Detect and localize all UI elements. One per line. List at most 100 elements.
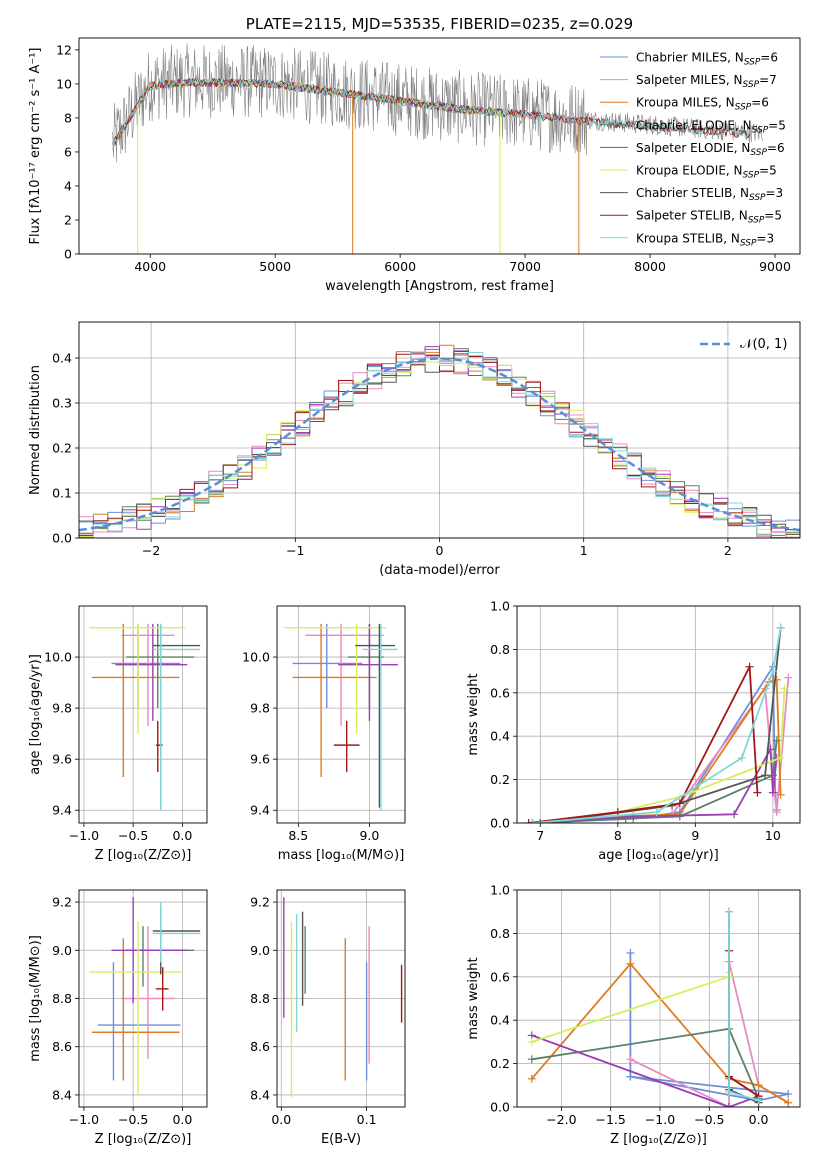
y-tick-label: 9.2 <box>250 895 270 910</box>
plot-area <box>524 623 793 823</box>
y-tick-label: 8.4 <box>250 1087 270 1102</box>
y-tick-label: 0.8 <box>490 642 510 657</box>
y-tick-label: 0.0 <box>52 531 72 546</box>
residuals-panel: −2 −1 0 1 2 0.0 0.1 0.2 0.3 0.4 (data-model)/error… <box>28 321 801 578</box>
x-tick-label: 7 <box>536 828 544 843</box>
x-tick-label: 7000 <box>509 259 541 274</box>
y-axis-label: Flux [fλ10⁻¹⁷ erg cm⁻² s⁻¹ A⁻¹] <box>28 48 43 245</box>
y-tick-label: 0.3 <box>52 396 72 411</box>
x-tick-label: 8 <box>614 828 622 843</box>
x-tick-label: 8000 <box>634 259 666 274</box>
axes-frame <box>276 605 406 824</box>
y-tick-label: 0.6 <box>490 685 510 700</box>
axes-frame <box>516 889 801 1108</box>
y-tick-label: 0.2 <box>490 1056 510 1071</box>
x-tick-label: −1 <box>286 543 304 558</box>
legend-label: Chabrier MILES, NSSP=6 <box>636 51 778 68</box>
y-tick-label: 4 <box>64 178 72 193</box>
x-tick-label: −0.5 <box>694 1112 724 1127</box>
x-axis-label: (data-model)/error <box>379 563 500 578</box>
series-line <box>540 627 782 823</box>
y-axis-label: Normed distribution <box>28 365 43 495</box>
gaussian-reference-line <box>79 357 800 532</box>
age_vs_Z-panel: −1.0 −0.5 0.0 9.4 9.6 9.8 10.0 Z [log₁₀(Z/Z⊙)] a… <box>28 605 208 863</box>
mass_vs_Z-panel: −1.0 −0.5 0.0 8.4 8.6 8.8 9.0 9.2 Z [log₁₀(Z/Z⊙)… <box>28 889 208 1147</box>
x-tick-label: 0.0 <box>271 1112 291 1127</box>
legend-label: Kroupa ELODIE, NSSP=5 <box>636 164 777 181</box>
y-tick-label: 0.1 <box>52 486 72 501</box>
histogram-step <box>79 351 800 538</box>
y-tick-label: 1.0 <box>490 883 510 898</box>
x-tick-label: 4000 <box>134 259 166 274</box>
model-spectrum-line <box>112 77 751 149</box>
x-tick-label: −2.0 <box>546 1112 576 1127</box>
x-axis-label: mass [log₁₀(M/M⊙)] <box>278 848 405 863</box>
x-tick-label: 0.0 <box>172 1112 192 1127</box>
spectrum-panel: PLATE=2115, MJD=53535, FIBERID=0235, z=0… <box>28 15 801 294</box>
y-tick-label: 9.4 <box>250 803 270 818</box>
mass_vs_EBV-panel: 0.0 0.1 8.4 8.6 8.8 9.0 9.2 E(B-V) <box>250 889 406 1147</box>
y-tick-label: 10.0 <box>242 650 270 665</box>
plot-area <box>527 907 793 1107</box>
x-tick-label: −1.0 <box>69 1112 99 1127</box>
y-tick-label: 9.8 <box>250 701 270 716</box>
y-tick-label: 0.2 <box>490 772 510 787</box>
series-line <box>532 740 778 823</box>
model-spectrum-line <box>112 78 581 149</box>
y-tick-label: 8.8 <box>52 991 72 1006</box>
x-tick-label: 0.1 <box>357 1112 377 1127</box>
y-tick-label: 8.6 <box>250 1039 270 1054</box>
chart-title: PLATE=2115, MJD=53535, FIBERID=0235, z=0… <box>246 15 633 33</box>
legend-label: 𝒩(0, 1) <box>740 337 787 352</box>
y-tick-label: 0.4 <box>490 1013 510 1028</box>
age_vs_mass-panel: 8.5 9.0 9.4 9.6 9.8 10.0 mass [log₁₀(M/M⊙)] <box>242 605 406 863</box>
legend-label: Salpeter MILES, NSSP=7 <box>636 73 777 90</box>
series-line <box>532 748 778 823</box>
x-axis-label: E(B-V) <box>321 1132 361 1147</box>
y-axis-label: mass weight <box>466 957 481 1039</box>
x-tick-label: 10 <box>765 828 781 843</box>
x-tick-label: −1.0 <box>69 828 99 843</box>
x-axis-label: Z [log₁₀(Z/Z⊙)] <box>95 848 192 863</box>
y-tick-label: 6 <box>64 144 72 159</box>
x-tick-label: 8.5 <box>288 828 308 843</box>
y-tick-label: 8.8 <box>250 991 270 1006</box>
x-tick-label: 9 <box>691 828 699 843</box>
y-tick-label: 0.4 <box>52 351 72 366</box>
massweight_vs_Z-panel: −2.0 −1.5 −1.0 −0.5 0.0 0.0 0.2 0.4 0.6 0.8 1.0 Z [… <box>466 883 801 1147</box>
y-tick-label: 9.8 <box>52 701 72 716</box>
x-tick-label: 6000 <box>384 259 416 274</box>
y-tick-label: 0.6 <box>490 969 510 984</box>
y-tick-label: 8.6 <box>52 1039 72 1054</box>
y-tick-label: 9.0 <box>250 943 270 958</box>
plot-area <box>112 43 763 254</box>
x-tick-label: 9000 <box>759 259 791 274</box>
legend-label: Chabrier ELODIE, NSSP=5 <box>636 118 786 135</box>
y-tick-label: 10.0 <box>44 650 72 665</box>
y-axis-label: age [log₁₀(age/yr)] <box>28 654 43 775</box>
plot-area <box>88 623 201 811</box>
series-line <box>728 911 759 1102</box>
series-line <box>532 665 778 823</box>
y-tick-label: 0 <box>64 247 72 262</box>
x-tick-label: −2 <box>142 543 160 558</box>
observed-spectrum-line <box>112 43 763 163</box>
y-tick-label: 1.0 <box>490 599 510 614</box>
legend-label: Chabrier STELIB, NSSP=3 <box>636 186 783 203</box>
y-tick-label: 8.4 <box>52 1087 72 1102</box>
x-axis-label: Z [log₁₀(Z/Z⊙)] <box>95 1132 192 1147</box>
plot-area <box>88 897 201 1095</box>
y-tick-label: 0.0 <box>490 1100 510 1115</box>
plot-area <box>283 897 403 1098</box>
x-tick-label: −0.5 <box>118 828 148 843</box>
axes-frame <box>78 605 208 824</box>
y-tick-label: 8 <box>64 110 72 125</box>
series-line <box>728 911 759 1104</box>
series-line <box>532 627 782 823</box>
model-spectrum-line <box>112 78 751 145</box>
legend-label: Kroupa STELIB, NSSP=3 <box>636 231 774 248</box>
y-axis-label: mass weight <box>466 673 481 755</box>
legend-label: Salpeter STELIB, NSSP=5 <box>636 209 782 226</box>
plot-area <box>79 344 800 538</box>
massweight_vs_age-panel: 7 8 9 10 0.0 0.2 0.4 0.6 0.8 1.0 age [log₁₀(age/yr… <box>466 599 801 863</box>
